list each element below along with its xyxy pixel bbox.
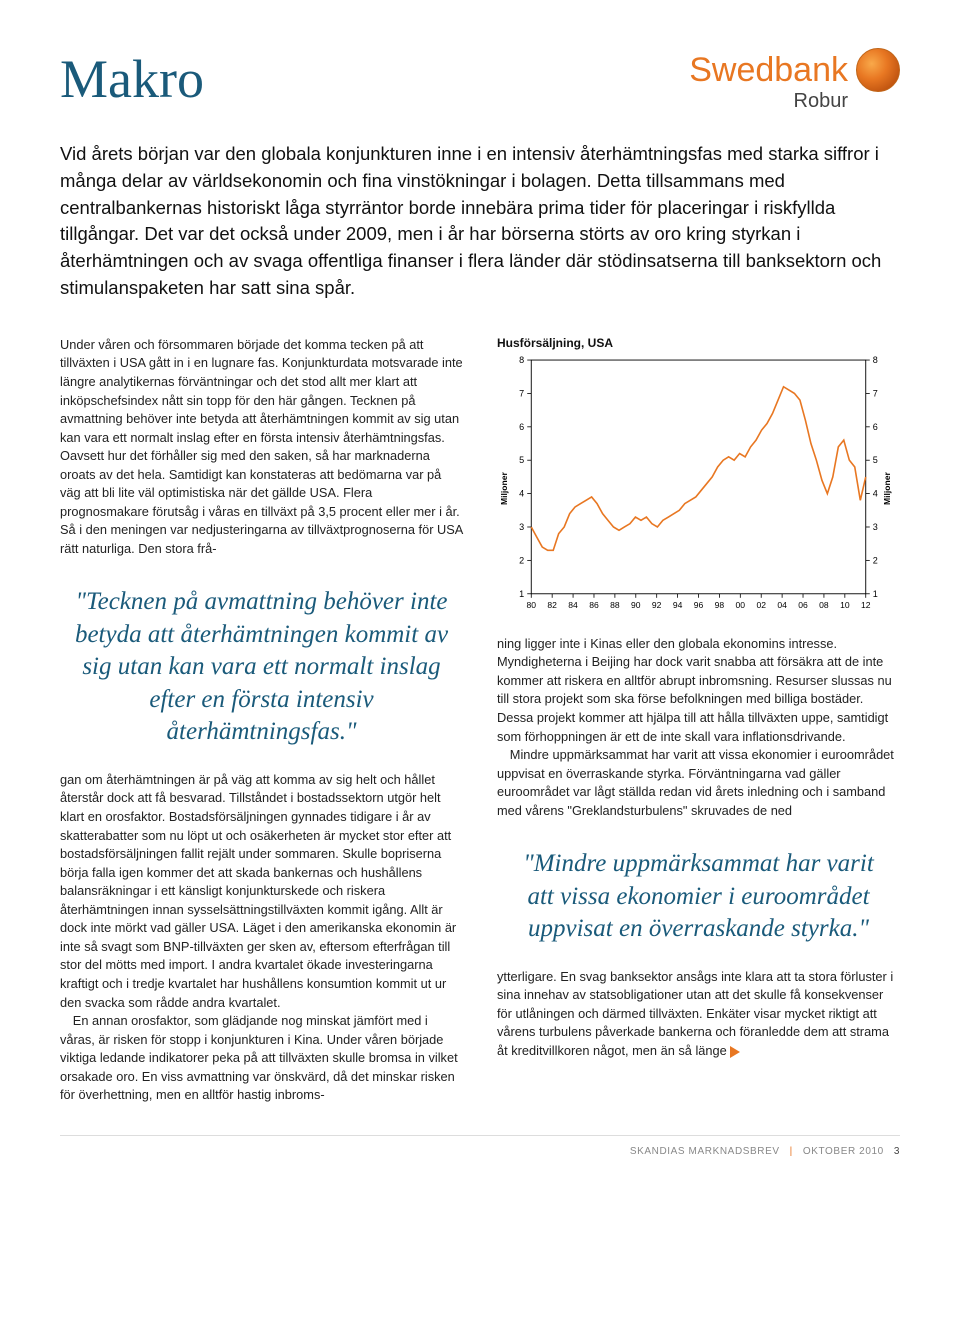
footer-separator: | xyxy=(790,1146,793,1157)
right-pullquote: "Mindre uppmärksammat har varit att viss… xyxy=(507,848,890,946)
svg-text:94: 94 xyxy=(673,600,683,610)
svg-text:Miljoner: Miljoner xyxy=(882,471,892,504)
brand-block: Swedbank Robur xyxy=(689,48,900,113)
svg-text:98: 98 xyxy=(715,600,725,610)
svg-text:96: 96 xyxy=(694,600,704,610)
footer-publication: SKANDIAS MARKNADSBREV xyxy=(630,1146,780,1157)
page-footer: SKANDIAS MARKNADSBREV | OKTOBER 2010 3 xyxy=(60,1135,900,1157)
svg-text:2: 2 xyxy=(519,555,524,565)
left-column: Under våren och försommaren började det … xyxy=(60,336,463,1105)
right-column: Husförsäljning, USA 11223344556677888082… xyxy=(497,336,900,1105)
svg-text:04: 04 xyxy=(777,600,787,610)
svg-text:5: 5 xyxy=(873,455,878,465)
svg-text:5: 5 xyxy=(519,455,524,465)
svg-text:2: 2 xyxy=(873,555,878,565)
svg-text:3: 3 xyxy=(519,522,524,532)
left-pullquote: "Tecknen på avmattning behöver inte bety… xyxy=(70,586,453,749)
svg-text:12: 12 xyxy=(861,600,871,610)
svg-text:86: 86 xyxy=(589,600,599,610)
svg-text:1: 1 xyxy=(519,589,524,599)
svg-text:6: 6 xyxy=(519,422,524,432)
footer-issue: OKTOBER 2010 xyxy=(803,1146,884,1157)
svg-text:06: 06 xyxy=(798,600,808,610)
content-columns: Under våren och försommaren började det … xyxy=(60,336,900,1105)
left-p1: Under våren och försommaren började det … xyxy=(60,336,463,559)
svg-text:00: 00 xyxy=(736,600,746,610)
right-p3: ytterligare. En svag banksektor ansågs i… xyxy=(497,968,900,1061)
svg-text:90: 90 xyxy=(631,600,641,610)
svg-text:Miljoner: Miljoner xyxy=(499,471,509,504)
svg-text:8: 8 xyxy=(873,355,878,365)
svg-text:8: 8 xyxy=(519,355,524,365)
chart-title: Husförsäljning, USA xyxy=(497,336,900,350)
page-title: Makro xyxy=(60,48,204,110)
svg-text:08: 08 xyxy=(819,600,829,610)
brand-name: Swedbank xyxy=(689,51,848,90)
svg-text:1: 1 xyxy=(873,589,878,599)
header: Makro Swedbank Robur xyxy=(60,48,900,113)
svg-text:10: 10 xyxy=(840,600,850,610)
svg-text:82: 82 xyxy=(547,600,557,610)
brand-sub: Robur xyxy=(689,90,848,113)
page: Makro Swedbank Robur Vid årets början va… xyxy=(0,0,960,1187)
swedbank-logo-icon xyxy=(856,48,900,92)
intro-paragraph: Vid årets början var den globala konjunk… xyxy=(60,141,900,302)
right-p1: ning ligger inte i Kinas eller den globa… xyxy=(497,635,900,746)
svg-text:92: 92 xyxy=(652,600,662,610)
line-chart: 1122334455667788808284868890929496980002… xyxy=(497,354,900,616)
right-p2: Mindre uppmärksammat har varit att vissa… xyxy=(497,746,900,820)
svg-text:4: 4 xyxy=(873,489,878,499)
left-p2: gan om återhämtningen är på väg att komm… xyxy=(60,771,463,1012)
svg-text:02: 02 xyxy=(756,600,766,610)
svg-text:6: 6 xyxy=(873,422,878,432)
continue-arrow-icon xyxy=(730,1046,740,1058)
svg-text:84: 84 xyxy=(568,600,578,610)
chart-container: Husförsäljning, USA 11223344556677888082… xyxy=(497,336,900,621)
svg-text:4: 4 xyxy=(519,489,524,499)
svg-text:80: 80 xyxy=(527,600,537,610)
svg-text:88: 88 xyxy=(610,600,620,610)
footer-page-number: 3 xyxy=(894,1146,900,1157)
svg-text:3: 3 xyxy=(873,522,878,532)
svg-text:7: 7 xyxy=(519,388,524,398)
svg-text:7: 7 xyxy=(873,388,878,398)
left-p3: En annan orosfaktor, som glädjande nog m… xyxy=(60,1012,463,1105)
